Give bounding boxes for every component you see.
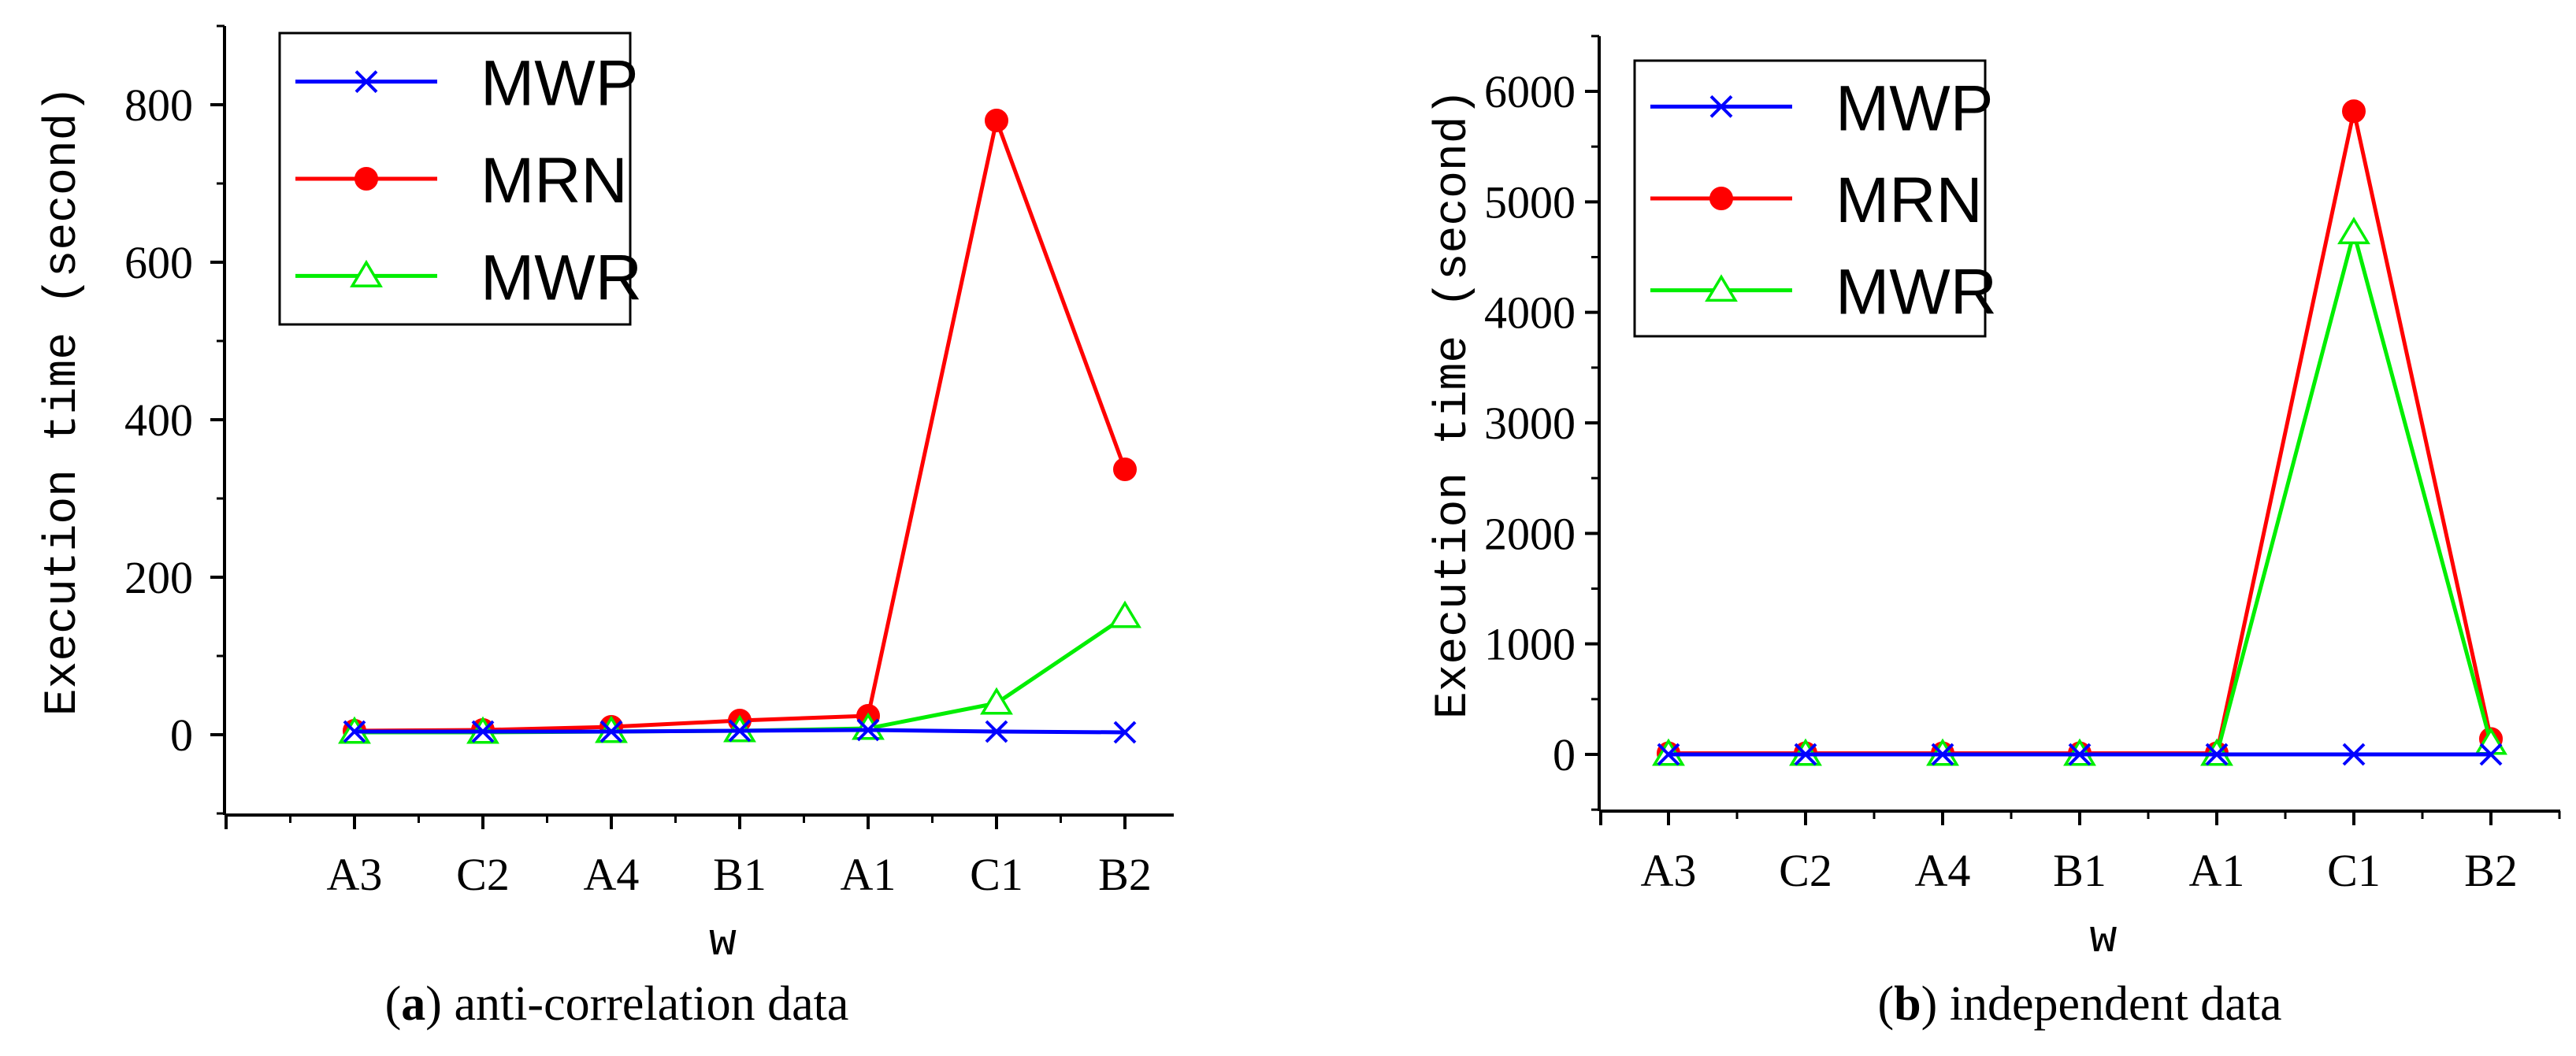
x-tick-label: C1 bbox=[970, 849, 1023, 900]
x-axis-title: w bbox=[2090, 914, 2118, 965]
data-point-mwp bbox=[1931, 743, 1954, 766]
data-point-mwp-b bbox=[2342, 743, 2366, 766]
chart-a: 0 200 400 600 800 A3 C2 A4 B1 A1 C1 B2 w Execution ti… bbox=[38, 24, 1174, 1031]
chart-b: 0 1000 2000 3000 4000 5000 6000 A3 C2 A4 B1 A1 C1 B2 w… bbox=[1428, 35, 2561, 1031]
data-point-mwp-b bbox=[1113, 721, 1137, 744]
legend-marker-mwp-b bbox=[1709, 94, 1733, 118]
data-point-mwp-b bbox=[728, 719, 752, 743]
y-tick-label: 0 bbox=[170, 710, 193, 761]
legend-marker-mrn bbox=[354, 167, 378, 191]
chart-caption: (a) anti-correlation data bbox=[385, 977, 849, 1031]
data-point-mwp-b bbox=[599, 720, 623, 743]
data-point-mwp bbox=[599, 720, 623, 743]
caption-letter: a bbox=[401, 977, 425, 1031]
chart-caption: (b) independent data bbox=[1877, 977, 2281, 1031]
data-point-mwr bbox=[852, 712, 885, 740]
data-point-mwp-b bbox=[1794, 743, 1817, 766]
caption-paren-close: ) bbox=[425, 977, 454, 1031]
legend-marker-mwp-b bbox=[354, 70, 378, 94]
x-tick-label: C2 bbox=[1779, 845, 1832, 896]
x-tick-label: A4 bbox=[584, 849, 640, 900]
x-tick-label: C2 bbox=[456, 849, 510, 900]
y-tick-label: 6000 bbox=[1484, 66, 1576, 117]
y-tick-label: 3000 bbox=[1484, 398, 1576, 449]
caption-text: independent data bbox=[1950, 977, 2282, 1031]
data-point-mwp-b bbox=[1657, 743, 1680, 766]
x-tick-label: A3 bbox=[327, 849, 383, 900]
data-point-mwp bbox=[2342, 743, 2366, 766]
y-axis-title: Execution time (second) bbox=[1428, 89, 1479, 720]
y-tick-label: 4000 bbox=[1484, 287, 1576, 339]
legend-marker-mwr bbox=[350, 259, 383, 287]
data-point-mrn bbox=[985, 109, 1008, 132]
x-axis-title: w bbox=[709, 917, 737, 969]
y-tick-label: 0 bbox=[1553, 729, 1576, 780]
x-tick-label: A1 bbox=[841, 849, 896, 900]
data-point-mwp bbox=[1794, 743, 1817, 766]
data-point-mwr bbox=[1108, 600, 1141, 628]
legend: MWP MRN MWR bbox=[278, 31, 642, 326]
legend-label-mrn: MRN bbox=[1835, 165, 1983, 236]
data-point-mwp-b bbox=[343, 720, 366, 743]
data-point-mwp bbox=[1113, 721, 1137, 744]
data-point-mwp bbox=[2479, 743, 2503, 766]
legend-label-mwr: MWR bbox=[481, 242, 642, 313]
series-mwp bbox=[343, 718, 1137, 744]
data-point-mwp bbox=[1657, 743, 1680, 766]
legend-label-mwp: MWP bbox=[481, 48, 638, 120]
legend-marker-mwr bbox=[1705, 274, 1738, 302]
legend: MWP MRN MWR bbox=[1633, 59, 1997, 338]
data-point-mwp-b bbox=[471, 720, 495, 743]
data-point-mwp bbox=[343, 720, 366, 743]
data-point-mwp-b bbox=[985, 720, 1008, 743]
y-tick-label: 5000 bbox=[1484, 176, 1576, 228]
caption-paren-open: ( bbox=[385, 977, 402, 1031]
x-tick-label: C1 bbox=[2327, 845, 2381, 896]
x-tick-label: A3 bbox=[1641, 845, 1697, 896]
data-point-mwp bbox=[2068, 743, 2092, 766]
data-point-mwr bbox=[980, 687, 1013, 715]
series-mwr bbox=[338, 600, 1141, 744]
x-tick-label: A4 bbox=[1915, 845, 1971, 896]
y-tick-label: 1000 bbox=[1484, 619, 1576, 670]
data-point-mwp-b bbox=[1931, 743, 1954, 766]
data-point-mwr bbox=[2337, 217, 2370, 245]
legend-marker-mrn bbox=[1709, 187, 1733, 210]
data-point-mwp-b bbox=[856, 718, 880, 742]
data-point-mwp bbox=[471, 720, 495, 743]
x-tick-label: B2 bbox=[2464, 845, 2518, 896]
data-point-mwp-b bbox=[2205, 743, 2229, 766]
x-tick-label: B1 bbox=[2053, 845, 2106, 896]
x-tick-label: B2 bbox=[1098, 849, 1152, 900]
legend-label-mwr: MWR bbox=[1835, 257, 1997, 328]
data-point-mwp bbox=[2205, 743, 2229, 766]
y-tick-label: 800 bbox=[124, 80, 193, 131]
x-tick-label: A1 bbox=[2189, 845, 2245, 896]
caption-paren-open: ( bbox=[1877, 977, 1894, 1031]
legend-label-mwp: MWP bbox=[1835, 72, 1993, 144]
data-point-mwp-b bbox=[2479, 743, 2503, 766]
data-point-mwp bbox=[856, 718, 880, 742]
legend-marker-mwp bbox=[1709, 94, 1733, 118]
y-tick-label: 2000 bbox=[1484, 508, 1576, 559]
data-point-mwp bbox=[728, 719, 752, 743]
x-tick-label: B1 bbox=[713, 849, 766, 900]
legend-marker-mwp bbox=[354, 70, 378, 94]
y-axis-title: Execution time (second) bbox=[38, 86, 89, 717]
caption-paren-close: ) bbox=[1921, 977, 1950, 1031]
y-tick-label: 400 bbox=[124, 395, 193, 446]
legend-label-mrn: MRN bbox=[481, 145, 628, 217]
caption-letter: b bbox=[1894, 977, 1921, 1031]
data-point-mwp bbox=[985, 720, 1008, 743]
y-tick-label: 200 bbox=[124, 552, 193, 603]
y-tick-label: 600 bbox=[124, 237, 193, 288]
data-point-mrn bbox=[1113, 458, 1137, 481]
caption-text: anti-correlation data bbox=[454, 977, 848, 1031]
series-mwp bbox=[1657, 743, 2503, 766]
data-point-mwp-b bbox=[2068, 743, 2092, 766]
data-point-mrn bbox=[2342, 99, 2366, 124]
